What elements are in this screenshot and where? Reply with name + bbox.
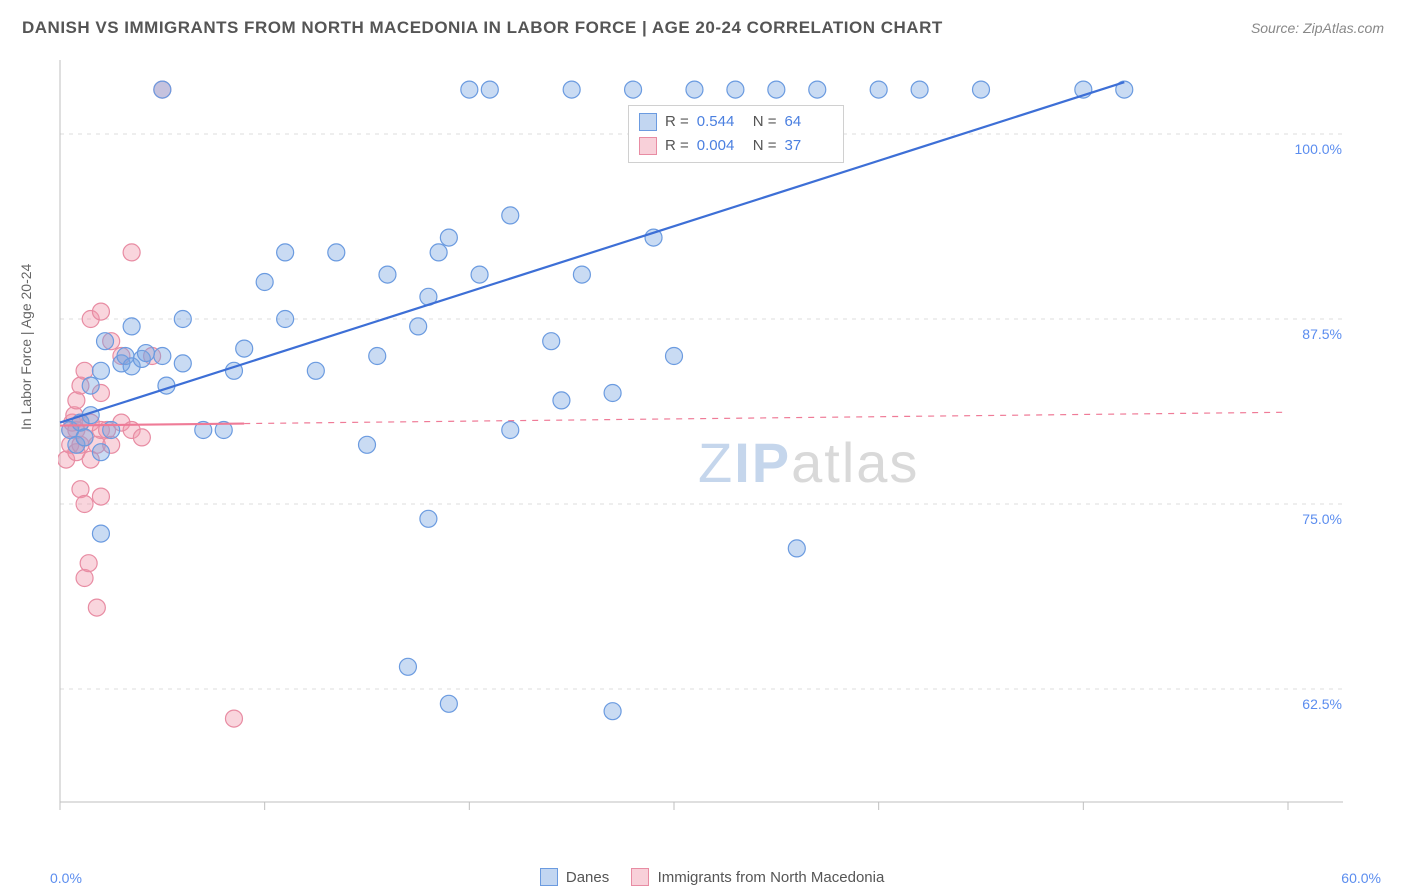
legend-label-immigrants: Immigrants from North Macedonia xyxy=(658,869,885,886)
swatch-pink-icon xyxy=(639,137,657,155)
n-value-danes: 64 xyxy=(785,110,833,134)
r-value-danes: 0.544 xyxy=(697,110,745,134)
svg-text:62.5%: 62.5% xyxy=(1302,696,1342,712)
legend-row-immigrants: R = 0.004 N = 37 xyxy=(639,134,833,158)
chart-header: DANISH VS IMMIGRANTS FROM NORTH MACEDONI… xyxy=(22,18,1384,38)
series-legend: Danes Immigrants from North Macedonia xyxy=(0,868,1406,886)
correlation-legend: R = 0.544 N = 64 R = 0.004 N = 37 xyxy=(628,105,844,163)
svg-text:75.0%: 75.0% xyxy=(1302,511,1342,527)
swatch-blue-icon xyxy=(540,868,558,886)
svg-text:100.0%: 100.0% xyxy=(1295,141,1342,157)
chart-title: DANISH VS IMMIGRANTS FROM NORTH MACEDONI… xyxy=(22,18,943,38)
svg-text:87.5%: 87.5% xyxy=(1302,326,1342,342)
legend-row-danes: R = 0.544 N = 64 xyxy=(639,110,833,134)
y-axis-title: In Labor Force | Age 20-24 xyxy=(18,264,34,430)
swatch-blue-icon xyxy=(639,113,657,131)
scatter-plot: 62.5% 75.0% 87.5% 100.0% xyxy=(58,50,1348,840)
swatch-pink-icon xyxy=(631,868,649,886)
chart-area: 62.5%75.0%87.5%100.0% ZIPatlas R = 0.544… xyxy=(58,50,1348,840)
r-value-immigrants: 0.004 xyxy=(697,134,745,158)
n-value-immigrants: 37 xyxy=(785,134,833,158)
legend-label-danes: Danes xyxy=(566,869,609,886)
chart-source: Source: ZipAtlas.com xyxy=(1251,20,1384,36)
